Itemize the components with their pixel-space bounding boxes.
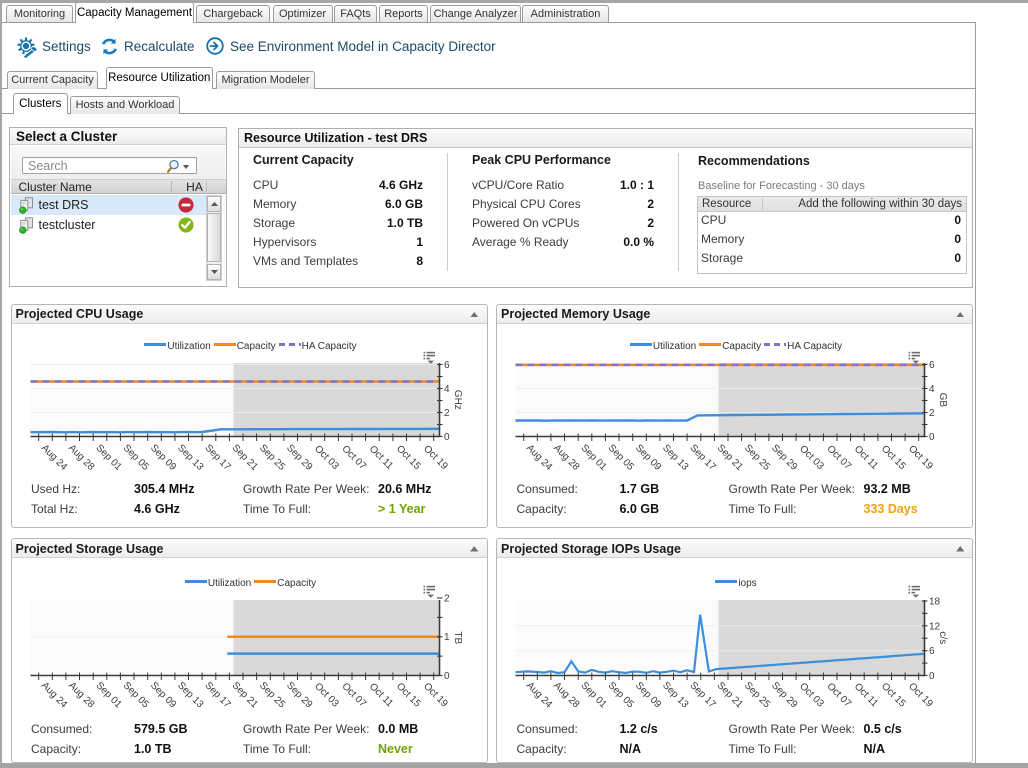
svg-text:GB: GB <box>937 392 948 407</box>
svg-text:Oct 11: Oct 11 <box>366 443 394 471</box>
svg-text:Oct 19: Oct 19 <box>421 681 450 710</box>
svg-text:GHz: GHz <box>452 389 463 409</box>
svg-text:Oct 07: Oct 07 <box>339 443 368 472</box>
svg-text:Sep 01: Sep 01 <box>578 442 608 472</box>
svg-text:0: 0 <box>929 671 935 682</box>
svg-text:Oct 15: Oct 15 <box>393 681 422 710</box>
svg-text:Oct 19: Oct 19 <box>906 681 935 710</box>
svg-text:0: 0 <box>444 432 450 443</box>
svg-text:2: 2 <box>444 594 450 605</box>
svg-text:Sep 25: Sep 25 <box>742 442 772 472</box>
svg-text:Aug 24: Aug 24 <box>524 680 554 710</box>
svg-text:Oct 19: Oct 19 <box>421 443 450 472</box>
svg-text:Oct 19: Oct 19 <box>906 443 935 472</box>
svg-text:Sep 29: Sep 29 <box>284 680 314 710</box>
svg-text:Sep 13: Sep 13 <box>660 442 690 472</box>
svg-text:c/s: c/s <box>937 631 948 644</box>
svg-text:Sep 17: Sep 17 <box>202 680 232 710</box>
svg-text:4: 4 <box>444 384 450 395</box>
svg-text:Sep 13: Sep 13 <box>660 680 690 710</box>
svg-text:Sep 29: Sep 29 <box>284 442 314 472</box>
svg-text:Sep 05: Sep 05 <box>120 442 150 472</box>
svg-text:Aug 28: Aug 28 <box>551 442 581 472</box>
svg-text:Aug 28: Aug 28 <box>551 680 581 710</box>
svg-text:Sep 13: Sep 13 <box>175 442 205 472</box>
svg-text:Sep 01: Sep 01 <box>93 442 123 472</box>
svg-text:Oct 11: Oct 11 <box>852 681 880 709</box>
svg-text:6: 6 <box>929 646 935 657</box>
svg-text:Aug 24: Aug 24 <box>38 680 68 710</box>
svg-text:Oct 03: Oct 03 <box>312 443 341 472</box>
svg-text:Sep 21: Sep 21 <box>715 680 745 710</box>
svg-text:2: 2 <box>444 408 450 419</box>
svg-text:Sep 25: Sep 25 <box>256 442 286 472</box>
svg-text:6: 6 <box>929 360 935 371</box>
svg-text:Aug 24: Aug 24 <box>38 442 68 472</box>
svg-text:Sep 13: Sep 13 <box>175 680 205 710</box>
svg-text:1: 1 <box>444 632 450 643</box>
svg-text:Sep 01: Sep 01 <box>578 680 608 710</box>
svg-text:Sep 17: Sep 17 <box>202 442 232 472</box>
svg-text:Sep 25: Sep 25 <box>742 680 772 710</box>
svg-text:Sep 09: Sep 09 <box>633 442 663 472</box>
svg-text:Sep 05: Sep 05 <box>606 680 636 710</box>
svg-text:Oct 03: Oct 03 <box>797 443 826 472</box>
svg-text:Aug 28: Aug 28 <box>66 442 96 472</box>
svg-text:Sep 09: Sep 09 <box>633 680 663 710</box>
svg-text:Oct 07: Oct 07 <box>824 681 853 710</box>
svg-text:Sep 09: Sep 09 <box>147 680 177 710</box>
svg-text:Sep 09: Sep 09 <box>147 442 177 472</box>
svg-text:Sep 25: Sep 25 <box>256 680 286 710</box>
svg-text:Sep 21: Sep 21 <box>229 680 259 710</box>
svg-text:Sep 29: Sep 29 <box>769 442 799 472</box>
svg-text:Oct 03: Oct 03 <box>312 681 341 710</box>
svg-text:Sep 05: Sep 05 <box>606 442 636 472</box>
svg-text:0: 0 <box>929 432 935 443</box>
svg-text:Sep 17: Sep 17 <box>687 442 717 472</box>
svg-text:Oct 07: Oct 07 <box>339 681 368 710</box>
svg-text:Oct 03: Oct 03 <box>797 681 826 710</box>
svg-text:6: 6 <box>444 360 450 371</box>
svg-text:Sep 17: Sep 17 <box>687 680 717 710</box>
svg-text:12: 12 <box>929 621 941 632</box>
svg-text:Sep 29: Sep 29 <box>769 680 799 710</box>
svg-text:Oct 11: Oct 11 <box>852 443 880 471</box>
svg-text:Oct 11: Oct 11 <box>366 681 394 709</box>
svg-text:Oct 07: Oct 07 <box>824 443 853 472</box>
svg-text:2: 2 <box>929 408 935 419</box>
svg-text:Aug 24: Aug 24 <box>524 442 554 472</box>
svg-text:Aug 28: Aug 28 <box>66 680 96 710</box>
svg-text:Sep 05: Sep 05 <box>120 680 150 710</box>
svg-text:Oct 15: Oct 15 <box>393 443 422 472</box>
svg-text:0: 0 <box>444 671 450 682</box>
svg-text:TB: TB <box>452 631 463 644</box>
svg-text:Oct 15: Oct 15 <box>879 443 908 472</box>
svg-text:4: 4 <box>929 384 935 395</box>
svg-text:18: 18 <box>929 597 941 608</box>
svg-text:Sep 01: Sep 01 <box>93 680 123 710</box>
svg-text:Oct 15: Oct 15 <box>879 681 908 710</box>
svg-text:Sep 21: Sep 21 <box>229 442 259 472</box>
svg-text:Sep 21: Sep 21 <box>715 442 745 472</box>
